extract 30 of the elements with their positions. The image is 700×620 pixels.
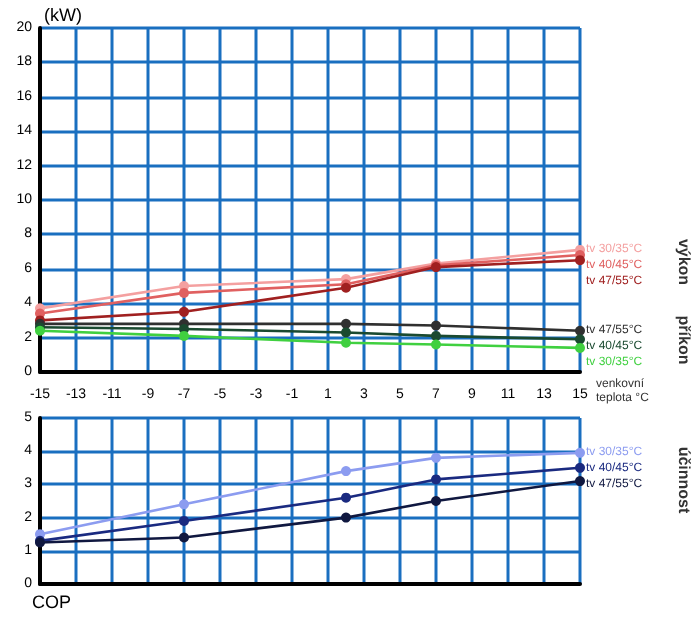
point [179,330,189,341]
point [341,512,351,523]
y-axis-title: (kW) [44,5,82,25]
point [575,342,585,353]
point [179,306,189,317]
text: příkon [675,315,693,365]
point [179,532,189,543]
point [575,334,585,345]
text: COP [32,592,72,612]
point [341,327,351,338]
point [341,466,351,477]
point [431,320,441,331]
point [341,492,351,503]
point [575,462,585,473]
point [341,318,351,329]
point [179,499,189,510]
point [431,474,441,485]
point [431,330,441,341]
point [431,496,441,506]
point [179,515,189,526]
point [575,325,585,336]
point [575,255,585,266]
point [341,337,351,348]
point [575,447,585,458]
text: účinnost [675,446,693,514]
point [431,452,441,463]
point [431,339,441,350]
point [179,287,189,298]
point [575,476,585,487]
text: výkon [675,238,693,286]
